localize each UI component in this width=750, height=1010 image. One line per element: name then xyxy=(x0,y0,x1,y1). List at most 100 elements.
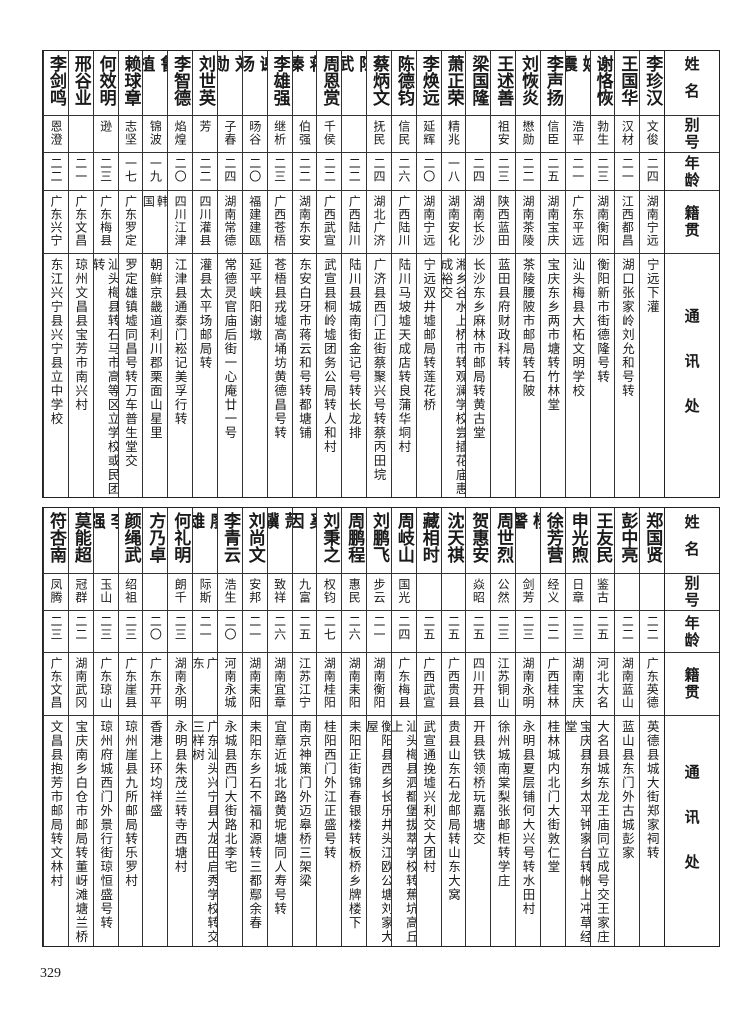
person-name: 刘秉之 xyxy=(319,512,340,563)
person-age: 二三 xyxy=(521,615,536,641)
address-cell: 武宣通挽墟兴利交大团村 xyxy=(417,716,441,946)
person-name: 蒋溱 xyxy=(292,55,317,92)
person-age: 二三 xyxy=(496,157,511,183)
address-cell: 开县铁领桥玩嘉塘交 xyxy=(466,716,490,946)
age-cell: 二六 xyxy=(342,611,367,653)
person-native: 广东英德 xyxy=(645,657,660,709)
alias-cell: 惠民 xyxy=(342,574,367,611)
alias-cell: 芳 xyxy=(193,116,217,153)
person-column: 梁国隆 二四 湖南长沙 长沙东乡麻林市邮局转黄古堂 xyxy=(465,51,491,497)
name-cell: 莫能超 xyxy=(68,508,93,574)
person-address: 宝庆东乡两市塘转竹林堂 xyxy=(545,258,561,412)
alias-cell: 际斯 xyxy=(193,574,218,611)
age-cell: 一七 xyxy=(118,153,143,191)
person-age: 二二 xyxy=(521,157,536,183)
person-column: 李青云 浩生 二〇 河南永城 永城县西门大街路北李宅 xyxy=(217,508,242,946)
address-cell: 琼州文昌县宝芳市南兴村 xyxy=(69,254,93,497)
age-cell: 二二 xyxy=(292,153,317,191)
person-age: 二一 xyxy=(247,615,262,641)
person-name: 萧正荣 xyxy=(443,55,464,106)
address-cell: 汕头梅县泗都堡拔萃学校转蕉坑高丘上 xyxy=(392,716,416,946)
person-alias: 惠民 xyxy=(347,578,362,604)
address-cell: 衡阳新市街德隆号转 xyxy=(591,254,615,497)
native-cell: 广东罗定 xyxy=(118,191,143,254)
address-cell: 常德灵官庙后街一心庵廿一号 xyxy=(218,254,242,497)
person-native: 福建建瓯 xyxy=(247,195,262,247)
age-cell: 二五 xyxy=(540,153,565,191)
person-alias: 公然 xyxy=(496,578,511,604)
person-alias: 抚民 xyxy=(372,120,387,146)
address-cell: 英德县城大街郑家祠转 xyxy=(640,716,664,946)
name-cell: 谢恪恢 xyxy=(590,51,615,116)
person-age: 二三 xyxy=(98,157,113,183)
alias-cell: 权钧 xyxy=(317,574,342,611)
address-cell: 琼州府城西门外景行街琼恒盛号转 xyxy=(94,716,118,946)
person-name: 王国华 xyxy=(617,55,638,106)
person-alias: 信民 xyxy=(396,120,411,146)
person-age: 二三 xyxy=(595,157,610,183)
alias-cell xyxy=(416,574,441,611)
person-alias: 伯强 xyxy=(297,120,312,146)
age-cell: 二三 xyxy=(516,611,540,653)
alias-cell: 凤腾 xyxy=(44,574,68,611)
name-cell: 邢谷业 xyxy=(68,51,93,116)
person-name: 李声扬 xyxy=(542,55,563,106)
header-name: 姓名 xyxy=(682,513,701,568)
alias-cell: 玉山 xyxy=(93,574,118,611)
person-column: 谢恪恢 勃生 二三 湖南衡阳 衡阳新市街德隆号转 xyxy=(589,51,615,497)
person-alias: 芳 xyxy=(198,120,212,133)
address-cell: 耒阳正街锦春银楼转板桥乡牌楼下 xyxy=(342,716,366,946)
person-age: 二四 xyxy=(222,157,237,183)
person-native: 湖南宁远 xyxy=(421,195,436,247)
person-column: 廖雄 际斯 二一 广东 广东汕头兴宁县大龙田启秀学校转交三样树 xyxy=(192,508,218,946)
name-cell: 李声扬 xyxy=(540,51,565,116)
person-address: 蓝田县府财政科转 xyxy=(495,258,511,370)
address-cell: 文昌县抱芳市邮局转文林村 xyxy=(44,716,68,946)
header-alias: 别号 xyxy=(682,575,701,609)
age-cell: 二三 xyxy=(267,153,292,191)
native-cell: 广西陆川 xyxy=(391,191,416,254)
person-native: 湖南安化 xyxy=(446,195,461,247)
header-native: 籍贯 xyxy=(682,205,701,239)
header-age: 年龄 xyxy=(682,154,701,189)
header-native: 籍贯 xyxy=(682,667,701,701)
person-column: 王国华 汉材 二一 江西都昌 湖口张家岭刘允和号转 xyxy=(614,51,640,497)
name-cell: 陈武 xyxy=(342,51,367,116)
person-native: 广西武宣 xyxy=(322,195,337,247)
alias-cell: 公然 xyxy=(491,574,516,611)
address-cell: 贵县山东石龙邮局转山东大窝 xyxy=(442,716,466,946)
address-cell: 蓝田县府财政科转 xyxy=(491,254,515,497)
address-cell: 苍梧县戎墟高埇坊黄德昌号转 xyxy=(268,254,292,497)
native-cell: 广西陆川 xyxy=(342,191,367,254)
alias-cell: 锦波 xyxy=(143,116,168,153)
person-name: 何效明 xyxy=(95,55,116,106)
name-cell: 李雄强 xyxy=(267,51,292,116)
person-name: 刘尚文 xyxy=(244,512,265,563)
person-address: 永城县西门大街路北李宅 xyxy=(222,720,238,874)
address-cell: 朝鲜京畿道利川郡栗面山星里 xyxy=(143,254,167,497)
alias-cell xyxy=(342,116,367,153)
person-address: 琼州府城西门外景行街琼恒盛号转 xyxy=(98,720,114,930)
person-address: 长沙东乡麻林市邮局转黄古堂 xyxy=(470,258,486,440)
native-cell: 广东梅县 xyxy=(93,191,118,254)
person-name: 谢恪恢 xyxy=(592,55,613,106)
native-cell: 湖南宜章 xyxy=(267,653,292,716)
address-cell: 灌县太平场邮局转 xyxy=(193,254,217,497)
person-age: 二二 xyxy=(48,157,63,183)
address-cell: 琼州崖县九所邮局转乐罗村 xyxy=(119,716,143,946)
age-cell: 二五 xyxy=(441,611,466,653)
person-age: 二五 xyxy=(297,615,312,641)
address-cell: 桂林城内北门大街敦仁堂 xyxy=(541,716,565,946)
native-cell: 湖南宝庆 xyxy=(565,653,590,716)
address-cell: 江津县通泰门崧记美孚行转 xyxy=(168,254,192,497)
alias-cell: 恩澄 xyxy=(44,116,68,153)
person-native: 河南永城 xyxy=(222,657,237,709)
person-address: 琼州文昌县宝芳市南兴村 xyxy=(73,258,89,412)
alias-cell: 剑芳 xyxy=(516,574,540,611)
person-name: 周世烈 xyxy=(493,512,514,563)
alias-cell: 志坚 xyxy=(118,116,143,153)
native-cell: 湖南宁远 xyxy=(640,191,665,254)
person-name: 姚震 xyxy=(565,55,590,92)
person-native: 广东梅县 xyxy=(396,657,411,709)
age-cell: 二二 xyxy=(193,153,217,191)
